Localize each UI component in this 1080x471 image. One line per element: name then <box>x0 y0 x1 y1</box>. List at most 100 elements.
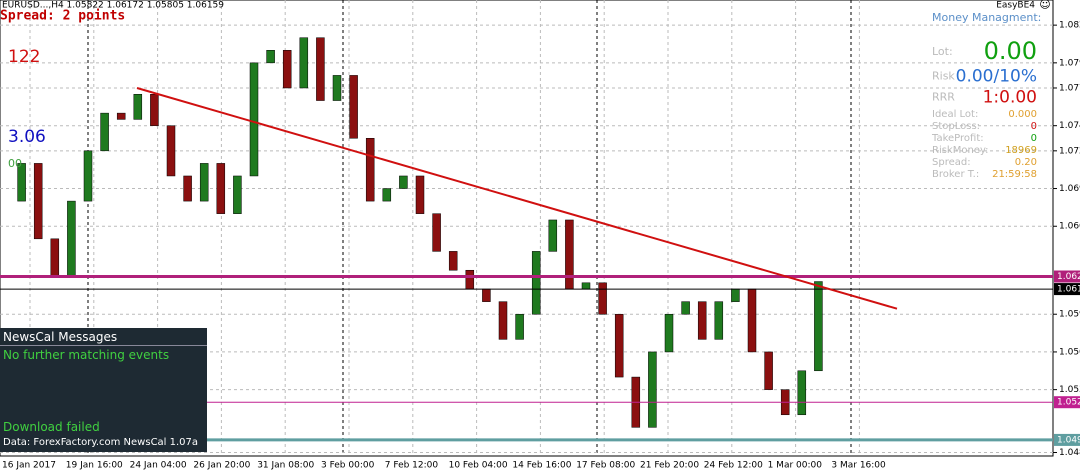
candle <box>515 313 524 340</box>
money-label: Lot: <box>932 45 953 58</box>
y-tick-label: 1.079 <box>1059 58 1080 68</box>
candle <box>67 200 76 277</box>
candle <box>166 125 176 177</box>
candle <box>764 351 773 390</box>
y-tick-label: 1.056 <box>1059 347 1080 357</box>
indicator: 00 <box>8 157 22 170</box>
y-tick-label: 1.074 <box>1059 121 1080 131</box>
candle <box>33 163 43 240</box>
x-tick-label: 14 Feb 16:00 <box>512 461 571 471</box>
x-tick-label: 3 Mar 16:00 <box>831 461 886 471</box>
candle <box>50 238 60 277</box>
plot-frame <box>0 0 1054 457</box>
y-tick-label: 1.048 <box>1059 448 1080 458</box>
money-value: 0.20 <box>1015 157 1037 168</box>
candle <box>83 150 93 202</box>
x-tick-label: 16 Jan 2017 <box>2 461 56 471</box>
money-label: TakeProfit: <box>931 133 984 144</box>
money-label: Broker T.: <box>932 169 979 180</box>
candle <box>100 112 109 152</box>
newscal-message: No further matching events <box>3 348 170 362</box>
x-tick-label: 21 Feb 20:00 <box>640 461 699 471</box>
y-tick-label: 1.066 <box>1059 222 1080 232</box>
candle <box>150 94 159 126</box>
candle <box>648 351 657 428</box>
candle <box>448 251 458 271</box>
money-value: 0 <box>1031 121 1037 132</box>
candle <box>714 301 724 340</box>
candle <box>365 138 375 202</box>
price-label-bg <box>1054 270 1080 283</box>
indicator: 122 <box>8 47 40 67</box>
money-value: 0.000 <box>1008 109 1037 120</box>
money-value: 0.00/10% <box>956 67 1037 87</box>
candle <box>681 301 690 315</box>
money-value: 18969 <box>1005 145 1037 156</box>
trendline <box>136 87 898 310</box>
candle <box>266 50 275 64</box>
money-value: 0 <box>1031 133 1037 144</box>
money-value: 0.00 <box>984 37 1037 65</box>
x-tick-label: 31 Jan 08:00 <box>257 461 314 471</box>
price-label: 1.052 <box>1057 398 1080 408</box>
candle <box>233 175 242 214</box>
candle <box>465 269 475 290</box>
price-label-bg <box>1054 396 1080 409</box>
chart-title: EURUSD...,H4 1.05822 1.06172 1.05805 1.0… <box>2 1 224 11</box>
money-title: Money Managment: <box>932 11 1041 24</box>
candle <box>332 75 342 101</box>
expert-name: EasyBE4 <box>996 1 1035 11</box>
x-tick-label: 7 Feb 12:00 <box>385 461 439 471</box>
price-label-bg <box>1054 283 1080 296</box>
candle <box>697 301 707 340</box>
x-tick-label: 24 Jan 04:00 <box>130 461 187 471</box>
candle <box>598 282 607 315</box>
candle <box>349 75 358 139</box>
x-tick-label: 24 Feb 12:00 <box>704 461 763 471</box>
money-label: Ideal Lot: <box>932 109 978 120</box>
candle <box>731 288 740 302</box>
money-label: RRR <box>932 91 955 104</box>
indicator: 3.06 <box>8 127 46 147</box>
newscal-title: NewsCal Messages <box>3 330 118 344</box>
candle <box>664 313 674 353</box>
candle <box>581 282 591 290</box>
money-label: Spread: <box>932 157 971 168</box>
x-tick-label: 19 Jan 16:00 <box>66 461 123 471</box>
money-value: 1:0.00 <box>983 88 1037 108</box>
price-label: 1.049 <box>1057 435 1080 445</box>
candle <box>316 37 325 101</box>
candle <box>216 163 226 214</box>
x-tick-label: 1 Mar 00:00 <box>768 461 823 471</box>
spread: Spread: 2 points <box>0 9 125 24</box>
money-label: Risk <box>932 70 955 83</box>
y-tick-label: 1.069 <box>1059 184 1080 194</box>
y-tick-label: 1.082 <box>1059 21 1080 31</box>
x-tick-label: 26 Jan 20:00 <box>193 461 250 471</box>
money-value: 21:59:58 <box>992 169 1037 180</box>
candle <box>531 251 541 315</box>
candle <box>747 288 757 353</box>
newscal-status: Download failed <box>3 420 100 434</box>
x-tick-label: 10 Feb 04:00 <box>449 461 508 471</box>
candle <box>133 94 143 120</box>
y-tick-label: 1.072 <box>1059 146 1080 156</box>
price-label: 1.061 <box>1057 285 1080 295</box>
candle <box>17 163 26 202</box>
candle <box>548 219 558 252</box>
candle <box>415 175 425 214</box>
candle <box>565 219 574 290</box>
candle <box>299 37 309 89</box>
x-tick-label: 17 Feb 08:00 <box>576 461 635 471</box>
candle <box>432 213 441 252</box>
x-tick-label: 3 Feb 00:00 <box>321 461 375 471</box>
candle <box>199 163 209 202</box>
candle <box>249 62 259 177</box>
newscal-footer: Data: ForexFactory.com NewsCal 1.07a <box>3 437 199 448</box>
y-tick-label: 1.053 <box>1059 385 1080 395</box>
plot <box>0 0 1053 455</box>
smiley: ☺ <box>1039 0 1050 11</box>
candle <box>482 288 491 302</box>
